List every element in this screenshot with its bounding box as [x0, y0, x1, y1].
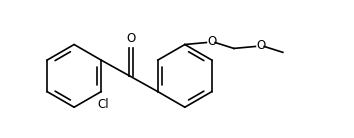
Text: O: O [256, 39, 266, 52]
Text: O: O [207, 35, 217, 48]
Text: O: O [127, 31, 136, 44]
Text: Cl: Cl [97, 98, 109, 111]
